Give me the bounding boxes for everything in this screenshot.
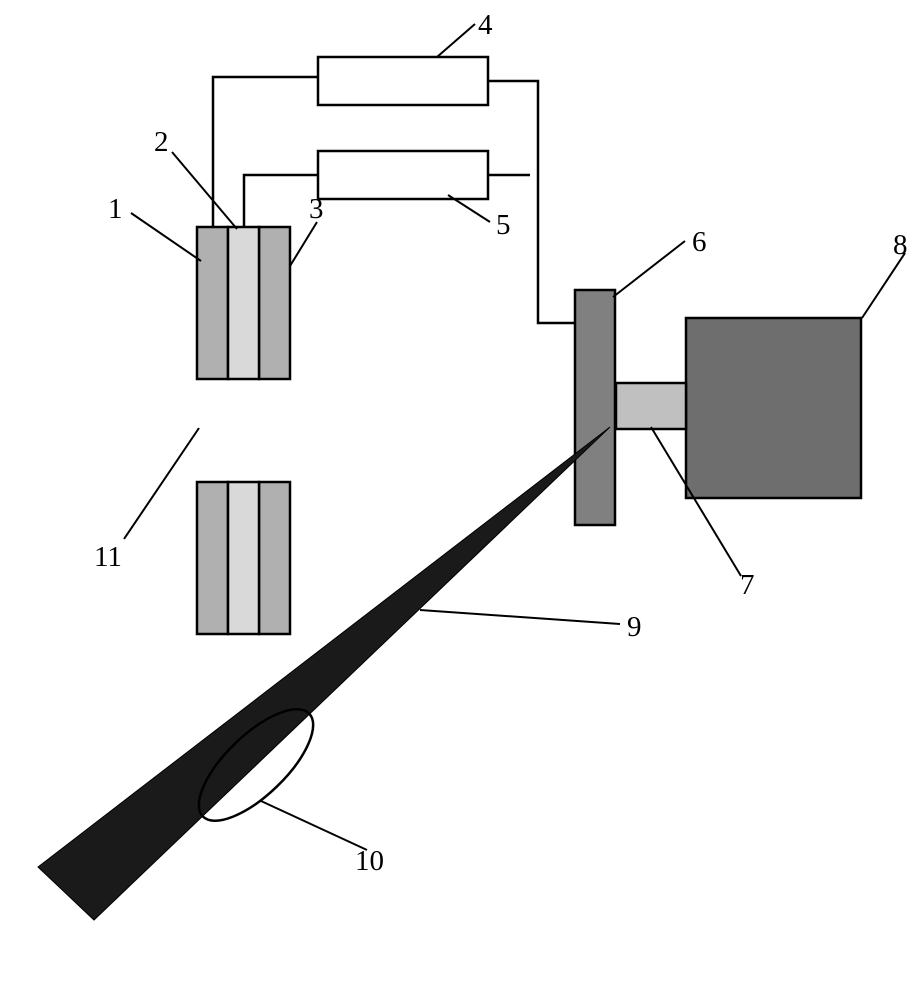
label-l7: 7 (740, 569, 755, 601)
shaft-7 (616, 383, 686, 429)
lower_cyl-outer-r (259, 482, 290, 634)
label-l9: 9 (627, 611, 642, 643)
upper_cyl-inner (228, 227, 259, 379)
lower_cyl-outer-l (197, 482, 228, 634)
label-l6: 6 (692, 226, 707, 258)
label-l3: 3 (309, 193, 324, 225)
label-l8: 8 (893, 229, 908, 261)
plate-6 (575, 290, 615, 525)
upper_cyl-outer-l (197, 227, 228, 379)
leader-l6 (613, 241, 685, 297)
motor-8 (686, 318, 861, 498)
label-l1: 1 (108, 193, 123, 225)
label-l11: 11 (94, 541, 122, 573)
label-l2: 2 (154, 126, 169, 158)
leader-l1 (131, 213, 201, 261)
leader-l4 (437, 24, 475, 57)
label-l10: 10 (355, 845, 384, 877)
leader-l9 (420, 610, 620, 624)
leader-l10 (261, 801, 367, 850)
label-l5: 5 (496, 209, 511, 241)
wire (244, 175, 318, 227)
label-l4: 4 (478, 9, 493, 41)
box-5 (318, 151, 488, 199)
beam-9 (38, 427, 610, 920)
leader-l11 (124, 428, 199, 539)
upper_cyl-outer-r (259, 227, 290, 379)
lower_cyl-inner (228, 482, 259, 634)
leader-l8 (862, 253, 905, 318)
leader-l2 (172, 152, 237, 229)
box-4 (318, 57, 488, 105)
leader-l3 (290, 222, 317, 266)
wire (488, 81, 575, 323)
wire (213, 77, 318, 227)
